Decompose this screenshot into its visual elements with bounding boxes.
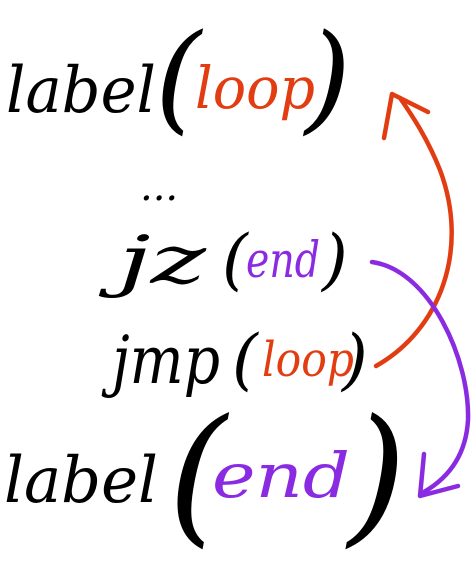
jz-keyword: jz (97, 222, 208, 299)
open-paren: ( (155, 8, 204, 146)
label-keyword: label (6, 54, 156, 128)
close-paren: ) (345, 388, 407, 562)
end-argument: end (212, 439, 350, 512)
open-paren: ( (232, 321, 259, 398)
loop-argument: loop (195, 54, 315, 122)
arrowhead-icon (417, 451, 461, 499)
end-argument: end (246, 231, 320, 289)
open-paren: ( (168, 388, 230, 562)
jmp-keyword: jmp (101, 322, 220, 399)
close-paren: ) (302, 8, 351, 146)
close-paren: ) (340, 321, 368, 398)
arrow-shaft (369, 259, 471, 495)
line-label-end: label ( end ) (4, 388, 407, 562)
arrow-shaft (373, 95, 454, 369)
close-paren: ) (320, 221, 348, 298)
line-label-loop: label ( loop ) (6, 8, 351, 146)
line-jmp-loop: jmp ( loop ) (101, 321, 368, 399)
arrow-jmp-to-loop (373, 91, 454, 369)
arrowhead-icon (381, 91, 431, 141)
arrow-jz-to-end (369, 259, 471, 499)
label-keyword: label (4, 444, 158, 518)
line-jz-end: jz ( end ) (97, 221, 347, 299)
loop-argument: loop (262, 332, 354, 388)
open-paren: ( (222, 221, 249, 298)
ellipsis: ... (140, 164, 178, 210)
